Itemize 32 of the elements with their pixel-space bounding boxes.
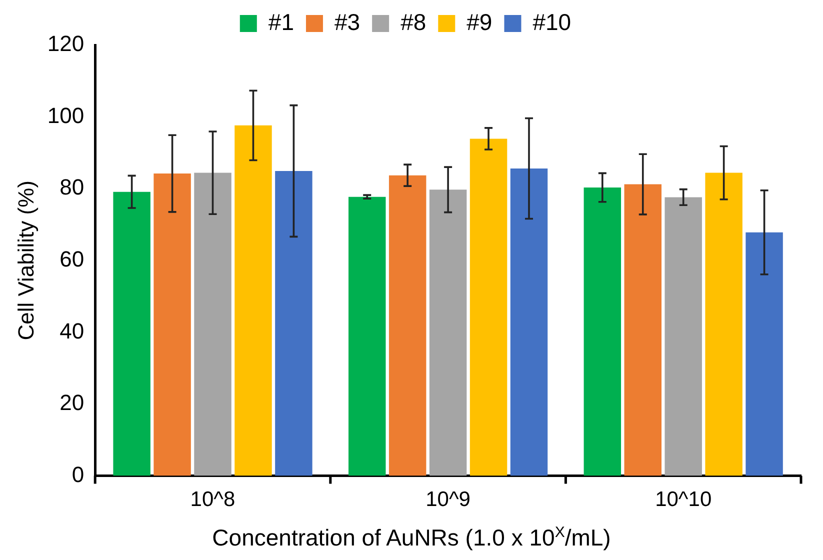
bar [429, 190, 467, 476]
y-tick-label: 0 [72, 462, 84, 487]
y-tick-label: 120 [47, 31, 84, 56]
x-axis-title: Concentration of AuNRs (1.0 x 10$^{X}$/mL) [211, 524, 612, 552]
bar [154, 174, 191, 476]
bar [746, 232, 783, 476]
bar [470, 138, 508, 476]
bar [234, 125, 272, 476]
y-tick-label: 80 [60, 174, 84, 200]
bar [275, 171, 312, 476]
bar [113, 192, 150, 476]
bar [705, 172, 742, 476]
bar [510, 168, 548, 476]
bar [388, 175, 426, 476]
legend-label: #10 [532, 8, 572, 35]
bar [348, 196, 386, 476]
x-tick-label: 10^9 [426, 488, 471, 512]
legend-label: #8 [400, 8, 426, 35]
bar [194, 172, 232, 476]
legend-label: #9 [466, 8, 492, 35]
legend-label: #1 [268, 8, 294, 35]
y-tick-label: 20 [60, 390, 84, 416]
y-tick-label: 40 [60, 318, 84, 344]
x-tick-label: 10^8 [190, 488, 236, 512]
bar [584, 188, 622, 476]
x-tick-label: 10^10 [655, 488, 712, 512]
y-axis-title: Cell Viability (%) [13, 180, 38, 340]
legend-label: #3 [334, 8, 360, 35]
bar [624, 184, 662, 476]
y-tick-label: 60 [60, 246, 84, 272]
y-tick-label: 100 [47, 102, 84, 128]
bar [664, 197, 702, 476]
